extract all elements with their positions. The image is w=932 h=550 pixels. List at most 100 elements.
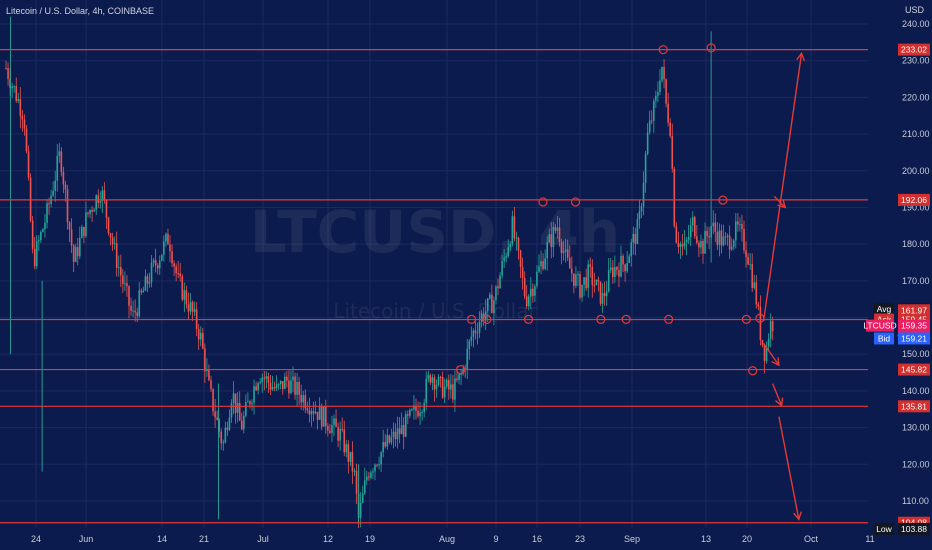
candle-body bbox=[759, 306, 762, 340]
candle-body bbox=[659, 80, 661, 93]
time-tick-label: 13 bbox=[701, 534, 711, 544]
candle-body bbox=[765, 346, 768, 361]
candle-body bbox=[243, 415, 245, 430]
candle-body bbox=[183, 290, 186, 300]
candle-body bbox=[361, 493, 364, 503]
candle-body bbox=[322, 407, 325, 427]
candle-body bbox=[767, 338, 770, 347]
candle-body bbox=[417, 410, 419, 417]
candle-body bbox=[247, 401, 249, 403]
candle-body bbox=[74, 247, 77, 262]
candle-body bbox=[708, 236, 710, 238]
time-tick-label: 12 bbox=[323, 534, 333, 544]
candle-body bbox=[454, 378, 456, 400]
candle-body bbox=[341, 428, 343, 430]
candle-body bbox=[503, 257, 505, 262]
candle-body bbox=[253, 386, 255, 403]
candle-body bbox=[179, 273, 182, 277]
candle-body bbox=[105, 200, 108, 218]
time-tick-label: 24 bbox=[31, 534, 41, 544]
candle-body bbox=[376, 464, 378, 466]
candle-body bbox=[427, 375, 430, 379]
price-badge-value: 192.06 bbox=[901, 195, 927, 205]
time-tick-label: 16 bbox=[532, 534, 542, 544]
candle-body bbox=[302, 395, 305, 403]
watermark-symbol: LTCUSD, 4h bbox=[250, 198, 620, 266]
price-tick-label: 140.00 bbox=[902, 386, 930, 396]
candle-body bbox=[19, 99, 22, 116]
badge-name: Avg bbox=[877, 304, 892, 314]
price-badge-value: 104.08 bbox=[901, 518, 927, 528]
candle-body bbox=[566, 249, 569, 259]
candle-body bbox=[368, 476, 370, 478]
candle-body bbox=[380, 452, 382, 465]
candle-body bbox=[327, 426, 329, 431]
candle-body bbox=[536, 271, 538, 287]
candle-body bbox=[363, 480, 366, 494]
candle-body bbox=[683, 242, 686, 247]
candle-body bbox=[443, 386, 446, 398]
candle-body bbox=[437, 376, 440, 385]
candle-body bbox=[737, 221, 739, 225]
candle-body bbox=[665, 79, 667, 104]
candle-body bbox=[755, 282, 758, 305]
candle-body bbox=[409, 409, 411, 416]
candle-body bbox=[646, 132, 649, 154]
candle-body bbox=[126, 283, 128, 287]
candle-body bbox=[769, 321, 772, 339]
candle-body bbox=[663, 66, 665, 80]
candle-body bbox=[150, 262, 153, 283]
price-tick-label: 130.00 bbox=[902, 423, 930, 433]
support-resistance-levels[interactable] bbox=[0, 49, 868, 524]
price-badge-value: 159.21 bbox=[901, 333, 927, 343]
candle-body bbox=[345, 444, 348, 453]
candle-body bbox=[771, 321, 774, 332]
candle-body bbox=[132, 310, 134, 312]
candle-body bbox=[115, 243, 118, 268]
candle-body bbox=[17, 99, 20, 101]
candle-body bbox=[732, 240, 735, 247]
candle-body bbox=[191, 302, 194, 312]
candle-body bbox=[222, 442, 225, 444]
candle-body bbox=[60, 151, 63, 172]
candle-body bbox=[173, 263, 175, 267]
price-badge-box bbox=[898, 400, 930, 413]
price-badge-box bbox=[898, 363, 930, 376]
candle-body bbox=[187, 304, 190, 312]
candle-body bbox=[544, 258, 546, 269]
touch-marker-circle bbox=[741, 314, 751, 324]
candle-body bbox=[515, 237, 518, 239]
candle-body bbox=[400, 425, 403, 435]
candle-body bbox=[499, 275, 501, 289]
candle-body bbox=[83, 226, 85, 237]
candle-body bbox=[573, 273, 575, 286]
candle-body bbox=[556, 227, 559, 231]
candle-body bbox=[308, 410, 311, 415]
candle-body bbox=[681, 243, 684, 247]
candle-body bbox=[89, 209, 91, 214]
candle-body bbox=[206, 370, 208, 372]
price-badge-value: 161.97 bbox=[901, 305, 927, 315]
candle-body bbox=[15, 86, 18, 101]
candle-body bbox=[103, 190, 106, 201]
candle-body bbox=[716, 231, 719, 245]
candle-body bbox=[374, 464, 376, 472]
badge-name: Ask bbox=[877, 315, 892, 325]
touch-markers bbox=[456, 43, 765, 376]
candle-body bbox=[552, 226, 555, 248]
price-badges: 233.02192.06Avg162.34161.97Ask159.45LTCU… bbox=[863, 43, 931, 535]
time-axis[interactable]: 24 Jun 14 21 Jul 12 19 Aug 9 16 23 Sep 13 20 Oct 11 bbox=[31, 534, 875, 544]
candle-body bbox=[517, 237, 520, 251]
arrow-head bbox=[796, 51, 805, 62]
badge-name: Low bbox=[876, 524, 892, 534]
candle-body bbox=[493, 300, 495, 313]
candle-body bbox=[177, 273, 179, 275]
price-axis[interactable]: 110.00120.00130.00140.00150.00160.00170.… bbox=[902, 19, 930, 506]
candle-body bbox=[284, 376, 286, 389]
candle-body bbox=[445, 379, 448, 387]
price-tick-label: 110.00 bbox=[902, 496, 929, 506]
candle-body bbox=[140, 290, 143, 293]
candle-body bbox=[564, 249, 567, 252]
